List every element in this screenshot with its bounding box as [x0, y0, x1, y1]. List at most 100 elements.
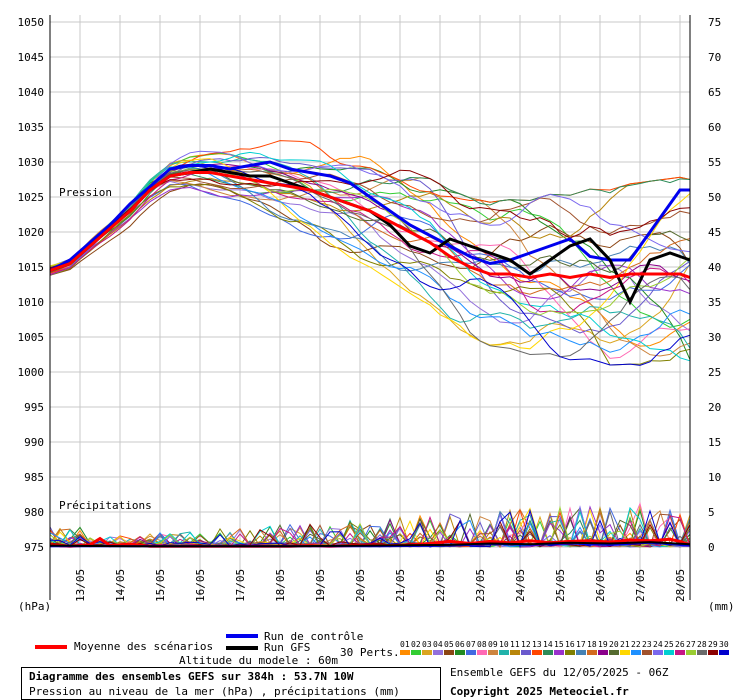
y-right-tick: 10: [708, 471, 721, 484]
y-right-tick: 60: [708, 121, 721, 134]
y-left-tick: 1025: [18, 191, 45, 204]
pert-number: 14: [543, 640, 553, 649]
y-right-tick: 20: [708, 401, 721, 414]
y-left-tick: 1015: [18, 261, 45, 274]
pert-swatch: [488, 650, 498, 655]
pert-number: 16: [565, 640, 575, 649]
y-left-tick: 1040: [18, 86, 45, 99]
pert-number: 29: [708, 640, 718, 649]
pert-swatch: [543, 650, 553, 655]
y-left-tick: 1045: [18, 51, 45, 64]
precip-run-gfs: [49, 541, 691, 548]
pert-swatch: [400, 650, 410, 655]
y-right-tick: 5: [708, 506, 715, 519]
pert-number: 04: [433, 640, 443, 649]
x-tick: 27/05: [634, 569, 647, 602]
y-right-tick: 35: [708, 296, 721, 309]
ensemble-pressure-line: [49, 150, 691, 275]
pert-number: 07: [466, 640, 476, 649]
chart-title: Diagramme des ensembles GEFS sur 384h : …: [29, 670, 354, 683]
plot-area: [50, 15, 690, 600]
x-tick: 19/05: [314, 569, 327, 602]
pert-number: 10: [499, 640, 509, 649]
pert-number: 30: [719, 640, 729, 649]
pert-number: 25: [664, 640, 674, 649]
perts-swatches: 01 02 03 04 05 06 07 08 09 10 11 12 13 14 15 16 17 18 19 20…: [400, 640, 729, 655]
pert-swatch: [653, 650, 663, 655]
x-tick-labels: 13/05 14/05 15/05 16/05 17/05 18/05 19/05 20/05…: [74, 569, 687, 602]
y-left-tick: 990: [24, 436, 44, 449]
pert-swatch: [554, 650, 564, 655]
y-right-tick: 55: [708, 156, 721, 169]
x-tick: 18/05: [274, 569, 287, 602]
x-tick: 23/05: [474, 569, 487, 602]
ensemble-pressure-line: [49, 183, 691, 276]
pert-number: 03: [422, 640, 432, 649]
pert-swatch: [697, 650, 707, 655]
pert-swatch: [587, 650, 597, 655]
pert-swatch: [620, 650, 630, 655]
legend-control-line: [226, 634, 258, 638]
x-tick: 14/05: [114, 569, 127, 602]
pert-swatch: [433, 650, 443, 655]
series-moyenne-des-scenarios: [49, 171, 691, 280]
x-tick: 25/05: [554, 569, 567, 602]
x-tick: 17/05: [234, 569, 247, 602]
pert-number: 09: [488, 640, 498, 649]
y-left-tick-labels: 1050 1045 1040 1035 1030 1025 1020 1015 1010 1005…: [18, 16, 45, 554]
pressure-label: Pression: [59, 186, 112, 199]
y-right-tick: 70: [708, 51, 721, 64]
y-left-tick: 1005: [18, 331, 45, 344]
x-tick: 28/05: [674, 569, 687, 602]
pert-swatch: [477, 650, 487, 655]
copyright: Copyright 2025 Meteociel.fr: [450, 685, 629, 698]
y-right-tick: 25: [708, 366, 721, 379]
pert-number: 17: [576, 640, 586, 649]
pert-swatch: [719, 650, 729, 655]
y-right-tick: 65: [708, 86, 721, 99]
y-left-tick: 995: [24, 401, 44, 414]
y-left-tick: 985: [24, 471, 44, 484]
y-left-tick: 1000: [18, 366, 45, 379]
pert-number: 28: [697, 640, 707, 649]
y-right-tick: 40: [708, 261, 721, 274]
pert-number: 12: [521, 640, 531, 649]
pert-swatch: [686, 650, 696, 655]
pert-number: 26: [675, 640, 685, 649]
pert-swatch: [411, 650, 421, 655]
y-left-tick: 975: [24, 541, 44, 554]
y-right-unit: (mm): [708, 600, 735, 613]
legend-perts-label: 30 Perts.: [340, 646, 400, 659]
pert-number: 27: [686, 640, 696, 649]
pert-number: 20: [609, 640, 619, 649]
y-right-tick: 15: [708, 436, 721, 449]
pert-number: 01: [400, 640, 410, 649]
y-left-tick: 1020: [18, 226, 45, 239]
pert-number: 13: [532, 640, 542, 649]
ensemble-pressure-line: [49, 183, 691, 366]
pert-number: 02: [411, 640, 421, 649]
pert-number: 05: [444, 640, 454, 649]
y-left-tick: 1010: [18, 296, 45, 309]
x-tick: 13/05: [74, 569, 87, 602]
pert-swatch: [521, 650, 531, 655]
legend-control-label: Run de contrôle: [264, 630, 364, 643]
x-tick: 22/05: [434, 569, 447, 602]
pert-swatch: [532, 650, 542, 655]
series-run-de-controle: [49, 160, 690, 272]
pert-swatch: [499, 650, 509, 655]
pert-swatch: [598, 650, 608, 655]
y-right-tick: 50: [708, 191, 721, 204]
pert-number: 15: [554, 640, 564, 649]
pert-swatch: [444, 650, 454, 655]
pert-swatch: [576, 650, 586, 655]
ensemble-pressure-line: [49, 151, 691, 362]
x-tick: 16/05: [194, 569, 207, 602]
pert-number: 19: [598, 640, 608, 649]
pert-number: 24: [653, 640, 663, 649]
y-right-tick: 30: [708, 331, 721, 344]
pert-number: 11: [510, 640, 520, 649]
x-tick: 26/05: [594, 569, 607, 602]
